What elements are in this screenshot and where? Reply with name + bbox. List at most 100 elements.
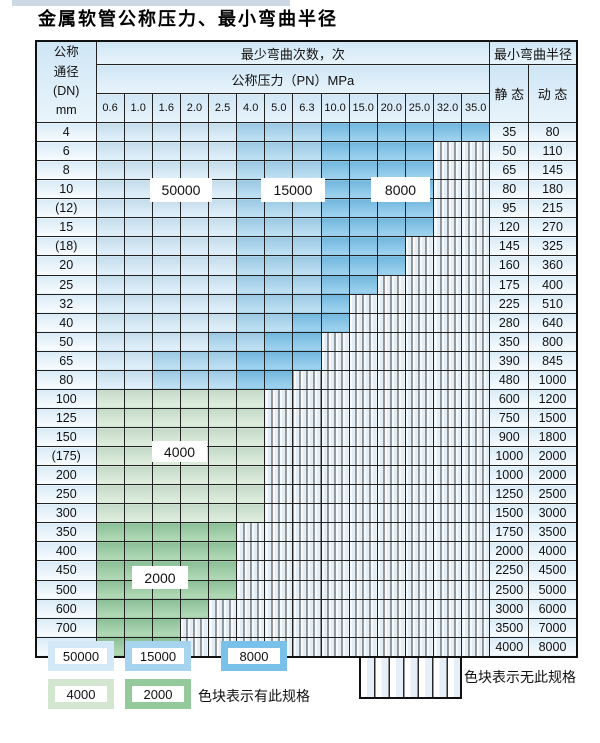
no-spec-cell: [432, 579, 463, 600]
table-row: 20 160 360: [35, 255, 578, 276]
static-radius-cell: 175: [489, 274, 530, 295]
dn-cell: 150: [35, 426, 97, 448]
no-spec-cell: [376, 522, 406, 543]
no-spec-cell: [461, 522, 491, 543]
spec-cell-b1: [179, 198, 210, 219]
dn-cell: (18): [35, 236, 97, 257]
spec-cell-g1: [207, 446, 238, 467]
dn-cell: 10: [35, 179, 97, 200]
no-spec-cell: [404, 255, 435, 276]
no-spec-cell: [432, 350, 463, 371]
spec-cell-b2: [236, 293, 266, 314]
spec-cell-b3: [292, 312, 322, 333]
table-row: 6 50 110: [35, 141, 578, 162]
no-spec-cell: [376, 426, 406, 448]
spec-cell-b3: [461, 121, 491, 143]
spec-cell-b2: [236, 141, 266, 162]
spec-cell-b3: [348, 274, 378, 295]
spec-cell-b1: [95, 369, 125, 390]
no-spec-cell: [320, 560, 350, 581]
spec-cell-b1: [207, 121, 238, 143]
spec-cell-b3: [376, 160, 406, 181]
no-spec-cell: [320, 465, 350, 486]
spec-cell-b1: [179, 236, 210, 257]
dynamic-radius-cell: 400: [528, 274, 578, 295]
spec-cell-g1: [236, 503, 266, 524]
spec-cell-g1: [179, 388, 210, 409]
no-spec-cell: [348, 426, 378, 448]
no-spec-cell: [320, 598, 350, 619]
dynamic-radius-cell: 845: [528, 350, 578, 371]
no-spec-cell: [404, 541, 435, 562]
no-spec-cell: [320, 369, 350, 390]
spec-cell-b1: [151, 331, 181, 352]
pressure-column-header: 35.0: [461, 93, 491, 123]
dn-cell: 80: [35, 369, 97, 390]
no-spec-cell: [404, 293, 435, 314]
spec-cell-b1: [95, 312, 125, 333]
static-radius-cell: 1000: [489, 465, 530, 486]
spec-cell-g2: [151, 617, 181, 638]
static-radius-cell: 95: [489, 198, 530, 219]
no-spec-cell: [432, 141, 463, 162]
no-spec-cell: [404, 465, 435, 486]
no-spec-cell: [236, 617, 266, 638]
no-spec-cell: [292, 522, 322, 543]
spec-cell-g1: [179, 407, 210, 429]
no-spec-cell: [461, 503, 491, 524]
spec-cell-b1: [123, 369, 153, 390]
spec-cell-g1: [95, 407, 125, 429]
spec-cell-b3: [376, 217, 406, 238]
dn-cell: 125: [35, 407, 97, 429]
spec-cell-b1: [123, 160, 153, 181]
spec-cell-b2: [292, 255, 322, 276]
min-bend-radius-header: 最小弯曲半径: [489, 40, 578, 65]
no-spec-cell: [432, 617, 463, 638]
spec-cell-b2: [264, 160, 294, 181]
pressure-values-header-row: 0.6 1.0 1.6 2.0 2.5 4.0 5.0 6.3 10.0 15.0 20.0 25.0…: [36, 93, 577, 123]
no-spec-cell: [236, 522, 266, 543]
spec-cell-b2: [236, 198, 266, 219]
no-spec-cell: [348, 617, 378, 638]
no-spec-cell: [432, 522, 463, 543]
spec-cell-b2: [236, 160, 266, 181]
no-spec-cell: [432, 560, 463, 581]
static-radius-cell: 1000: [489, 446, 530, 467]
no-spec-cell: [404, 274, 435, 295]
table-row: 300 1500 3000: [35, 503, 578, 524]
spec-cell-b3: [320, 141, 350, 162]
spec-cell-b3: [404, 121, 435, 143]
dn-cell: 8: [35, 160, 97, 181]
dynamic-radius-cell: 8000: [528, 636, 578, 658]
spec-cell-b2: [264, 293, 294, 314]
page-title: 金属软管公称压力、最小弯曲半径: [38, 9, 338, 30]
spec-cell-b1: [151, 274, 181, 295]
spec-cell-b3: [376, 121, 406, 143]
no-spec-cell: [432, 369, 463, 390]
table-row: 40 280 640: [35, 312, 578, 333]
table-row: 4 35 80: [35, 121, 578, 143]
spec-cell-b1: [95, 293, 125, 314]
pressure-column-header: 2.0: [179, 93, 210, 123]
static-radius-cell: 50: [489, 141, 530, 162]
spec-cell-b3: [320, 217, 350, 238]
no-spec-cell: [404, 617, 435, 638]
no-spec-cell: [432, 465, 463, 486]
table-row: 450 2250 4500: [35, 560, 578, 581]
dynamic-radius-cell: 2500: [528, 484, 578, 505]
dn-cell: 400: [35, 541, 97, 562]
table-row: 700 3500 7000: [35, 617, 578, 638]
no-spec-cell: [236, 579, 266, 600]
spec-cell-b1: [95, 274, 125, 295]
no-spec-cell: [292, 388, 322, 409]
table-row: 25 175 400: [35, 274, 578, 295]
no-spec-cell: [461, 369, 491, 390]
bend-count-label: 4000: [152, 441, 207, 462]
spec-cell-b3: [320, 274, 350, 295]
spec-cell-g2: [123, 522, 153, 543]
spec-cell-b2: [179, 350, 210, 371]
no-spec-cell: [461, 617, 491, 638]
no-spec-cell: [348, 484, 378, 505]
dn-cell: 500: [35, 579, 97, 600]
